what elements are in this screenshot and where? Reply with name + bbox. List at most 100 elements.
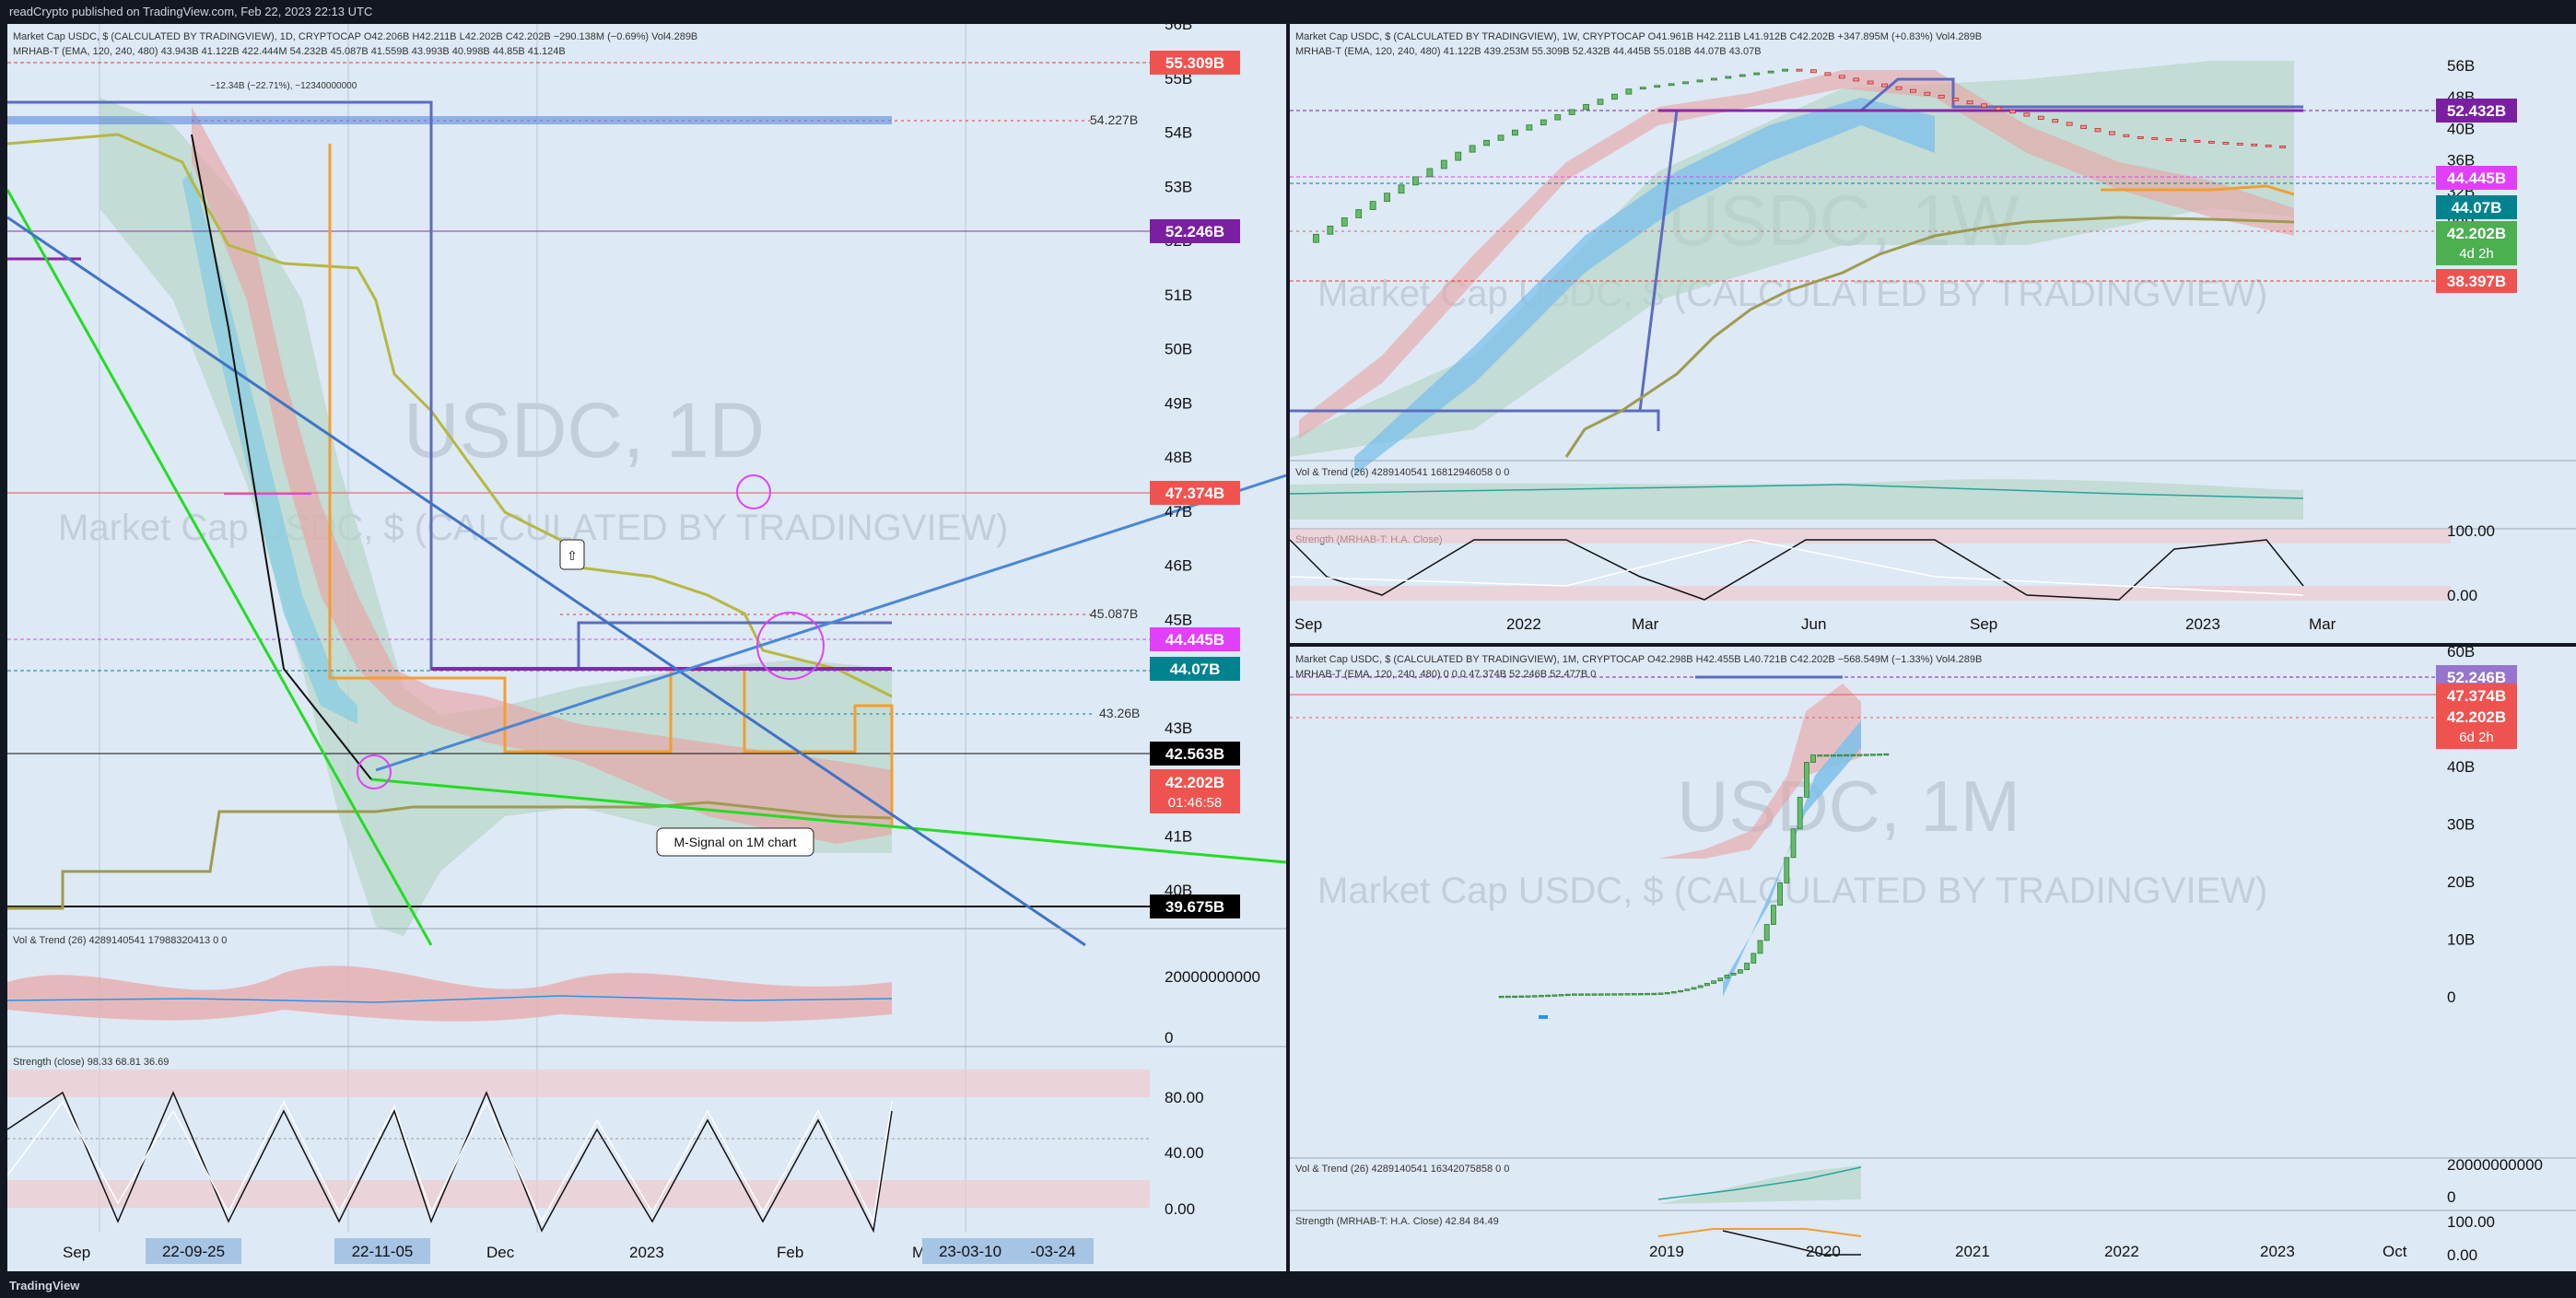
cloud-1d — [100, 98, 892, 936]
candle — [1691, 987, 1697, 990]
vol-tick-1m-a: 20000000000 — [2447, 1156, 2543, 1174]
candle — [1526, 124, 1533, 131]
candle — [1664, 991, 1670, 995]
countdown-m: 6d 2h — [2459, 730, 2494, 745]
legend-1d-main: Market Cap USDC, $ (CALCULATED BY TRADIN… — [13, 31, 697, 42]
measure-label: −12.34B (−22.71%), −12340000000 — [210, 81, 357, 91]
price-axis-tick: 51B — [1165, 286, 1192, 304]
time-axis-1w[interactable]: Sep 2022 Mar Jun Sep 2023 Mar — [1294, 615, 2336, 633]
time-m-2023: 2023 — [2260, 1243, 2295, 1260]
chart-pane-1w[interactable]: USDC, 1W Market Cap USDC, $ (CALCULATED … — [1290, 24, 2576, 643]
candle — [1877, 754, 1882, 756]
price-axis-tick: 30B — [2447, 816, 2475, 834]
candle — [2236, 142, 2243, 146]
candle — [1637, 993, 1644, 996]
str-tick-1d-a: 80.00 — [1165, 1089, 1204, 1106]
candle — [2194, 139, 2201, 143]
price-label-47374: 47.374B — [1165, 485, 1224, 502]
candle — [1724, 975, 1730, 979]
candle — [1585, 993, 1591, 996]
chart-pane-1m[interactable]: USDC, 1M Market Cap USDC, $ (CALCULATED … — [1290, 647, 2576, 1271]
price-axis-tick: 0 — [2447, 988, 2455, 1006]
price-label-55309: 55.309B — [1165, 54, 1224, 72]
candle — [1856, 754, 1863, 756]
candle — [1578, 993, 1585, 996]
str-tick-1d-b: 40.00 — [1165, 1144, 1204, 1162]
candle — [1830, 754, 1836, 757]
price-label-52246: 52.246B — [1165, 223, 1224, 240]
candle — [1863, 754, 1869, 756]
candle — [1744, 963, 1751, 971]
candle — [1670, 991, 1677, 994]
candle — [2052, 119, 2059, 123]
price-axis-tick: 49B — [1165, 394, 1192, 412]
candle — [1531, 995, 1538, 998]
vol-legend-1d: Vol & Trend (26) 4289140541 17988320413 … — [13, 935, 227, 946]
candle — [2109, 131, 2115, 135]
time-m-oct: Oct — [2383, 1243, 2407, 1260]
candle — [1455, 151, 1462, 161]
candle — [1867, 80, 1874, 85]
vol-tick-1d-a: 20000000000 — [1165, 968, 1260, 986]
legend-1w-indicator: MRHAB-T (EMA, 120, 240, 480) 41.122B 439… — [1295, 46, 1762, 57]
price-label-4407w: 44.07B — [2452, 199, 2502, 216]
countdown-w: 4d 2h — [2459, 246, 2494, 262]
candle — [1369, 201, 1376, 210]
cloud-1w — [1290, 61, 2294, 475]
annot-54227: 54.227B — [1090, 112, 1138, 127]
candle — [2151, 136, 2159, 140]
time-w-mar: Mar — [1632, 615, 1659, 633]
chart-1m-svg[interactable]: USDC, 1M Market Cap USDC, $ (CALCULATED … — [1290, 647, 2576, 1271]
candle — [1883, 753, 1890, 756]
watermark-big: USDC, 1D — [404, 387, 765, 474]
chart-1d-svg[interactable]: USDC, 1D Market Cap USDC, $ (CALCULATED … — [7, 24, 1286, 1271]
chart-pane-1d[interactable]: USDC, 1D Market Cap USDC, $ (CALCULATED … — [7, 24, 1286, 1271]
candle — [1551, 994, 1558, 997]
candle — [1631, 993, 1637, 996]
candle — [1838, 75, 1845, 79]
candles-1w — [1313, 68, 2286, 243]
candle — [1625, 88, 1633, 95]
str-tick-1m-a: 100.00 — [2447, 1213, 2495, 1231]
candle — [1313, 233, 1319, 243]
time-badge-1: 22-09-25 — [162, 1243, 225, 1260]
candle — [1341, 217, 1348, 227]
vol-tick-1d-b: 0 — [1165, 1029, 1173, 1047]
candle — [1804, 762, 1809, 798]
candle — [1645, 992, 1651, 996]
time-badge-3: 23-03-10 — [939, 1243, 1001, 1260]
trendlines-1d — [7, 134, 1286, 947]
candle — [1426, 168, 1434, 178]
price-label-42202m: 42.202B — [2447, 708, 2506, 726]
candle — [2180, 138, 2186, 142]
candle — [1398, 184, 1405, 194]
chart-1w-svg[interactable]: USDC, 1W Market Cap USDC, $ (CALCULATED … — [1290, 24, 2576, 643]
candle — [1639, 87, 1646, 90]
price-axis-tick: 40B — [2447, 120, 2475, 137]
candle — [1790, 828, 1797, 859]
candle — [1837, 754, 1843, 757]
levels-1m — [1290, 675, 2451, 719]
time-w-sep2: Sep — [1970, 615, 1997, 633]
price-label-42202: 42.202B — [1165, 774, 1224, 791]
candle — [1711, 77, 1717, 81]
volume-pane-1d: Vol & Trend (26) 4289140541 17988320413 … — [7, 928, 1286, 1047]
candle — [1604, 993, 1610, 996]
time-w-2022: 2022 — [1506, 615, 1541, 633]
candle — [1611, 993, 1618, 996]
tradingview-logo: TradingView — [9, 1279, 80, 1292]
candle — [2094, 128, 2102, 133]
candle — [1796, 68, 1803, 72]
price-label-52246m: 52.246B — [2447, 669, 2506, 686]
legend-1m-main: Market Cap USDC, $ (CALCULATED BY TRADIN… — [1295, 654, 1982, 665]
time-axis-1m[interactable]: 2019 2020 2021 2022 2023 Oct — [1649, 1243, 2407, 1260]
candle — [1981, 103, 1987, 108]
volume-pane-1w: Vol & Trend (26) 4289140541 16812946058 … — [1290, 460, 2576, 520]
candle — [2208, 140, 2215, 144]
price-label-38397: 38.397B — [2447, 273, 2506, 290]
time-axis-1d[interactable]: Sep Dec 2023 Feb M 22-09-25 22-11-05 23-… — [7, 1233, 1286, 1271]
candle — [1554, 114, 1562, 121]
price-axis-tick: 48B — [1165, 449, 1192, 466]
candle — [1624, 993, 1631, 996]
price-axis-tick: 47B — [1165, 503, 1192, 520]
